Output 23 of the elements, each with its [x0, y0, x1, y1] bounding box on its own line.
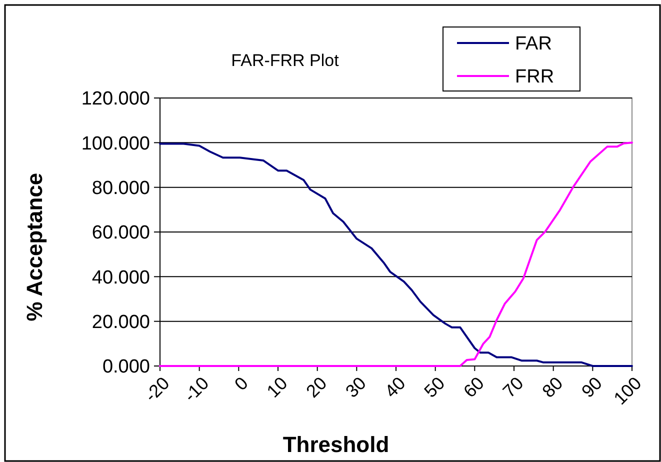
y-tick-label: 20.000 [92, 312, 150, 333]
y-tick-label: 100.000 [81, 133, 150, 154]
x-tick-label: 0 [230, 373, 252, 394]
x-tick-label: 100 [610, 373, 646, 409]
x-tick-label: 50 [420, 373, 449, 402]
x-axis-title: Threshold [282, 432, 390, 457]
chart-title: FAR-FRR Plot [231, 51, 340, 70]
x-tick-label: -10 [180, 373, 213, 406]
x-tick-label: 20 [302, 373, 331, 402]
y-tick-label: 120.000 [81, 88, 150, 110]
legend-label: FRR [515, 66, 554, 88]
x-tick-label: 10 [262, 373, 292, 402]
y-tick-label: 40.000 [92, 267, 150, 288]
x-tick-label: 90 [578, 373, 606, 402]
legend-label: FAR [515, 34, 552, 55]
x-tick-label: 60 [460, 373, 488, 402]
y-tick-label: 80.000 [92, 178, 150, 199]
y-axis-title: % Acceptance [22, 172, 47, 322]
x-tick-label: 30 [342, 373, 370, 402]
x-tick-label: 70 [498, 373, 528, 402]
y-tick-label: 60.000 [92, 222, 150, 244]
x-tick-label: 40 [380, 373, 410, 402]
x-tick-label: 80 [538, 373, 567, 402]
